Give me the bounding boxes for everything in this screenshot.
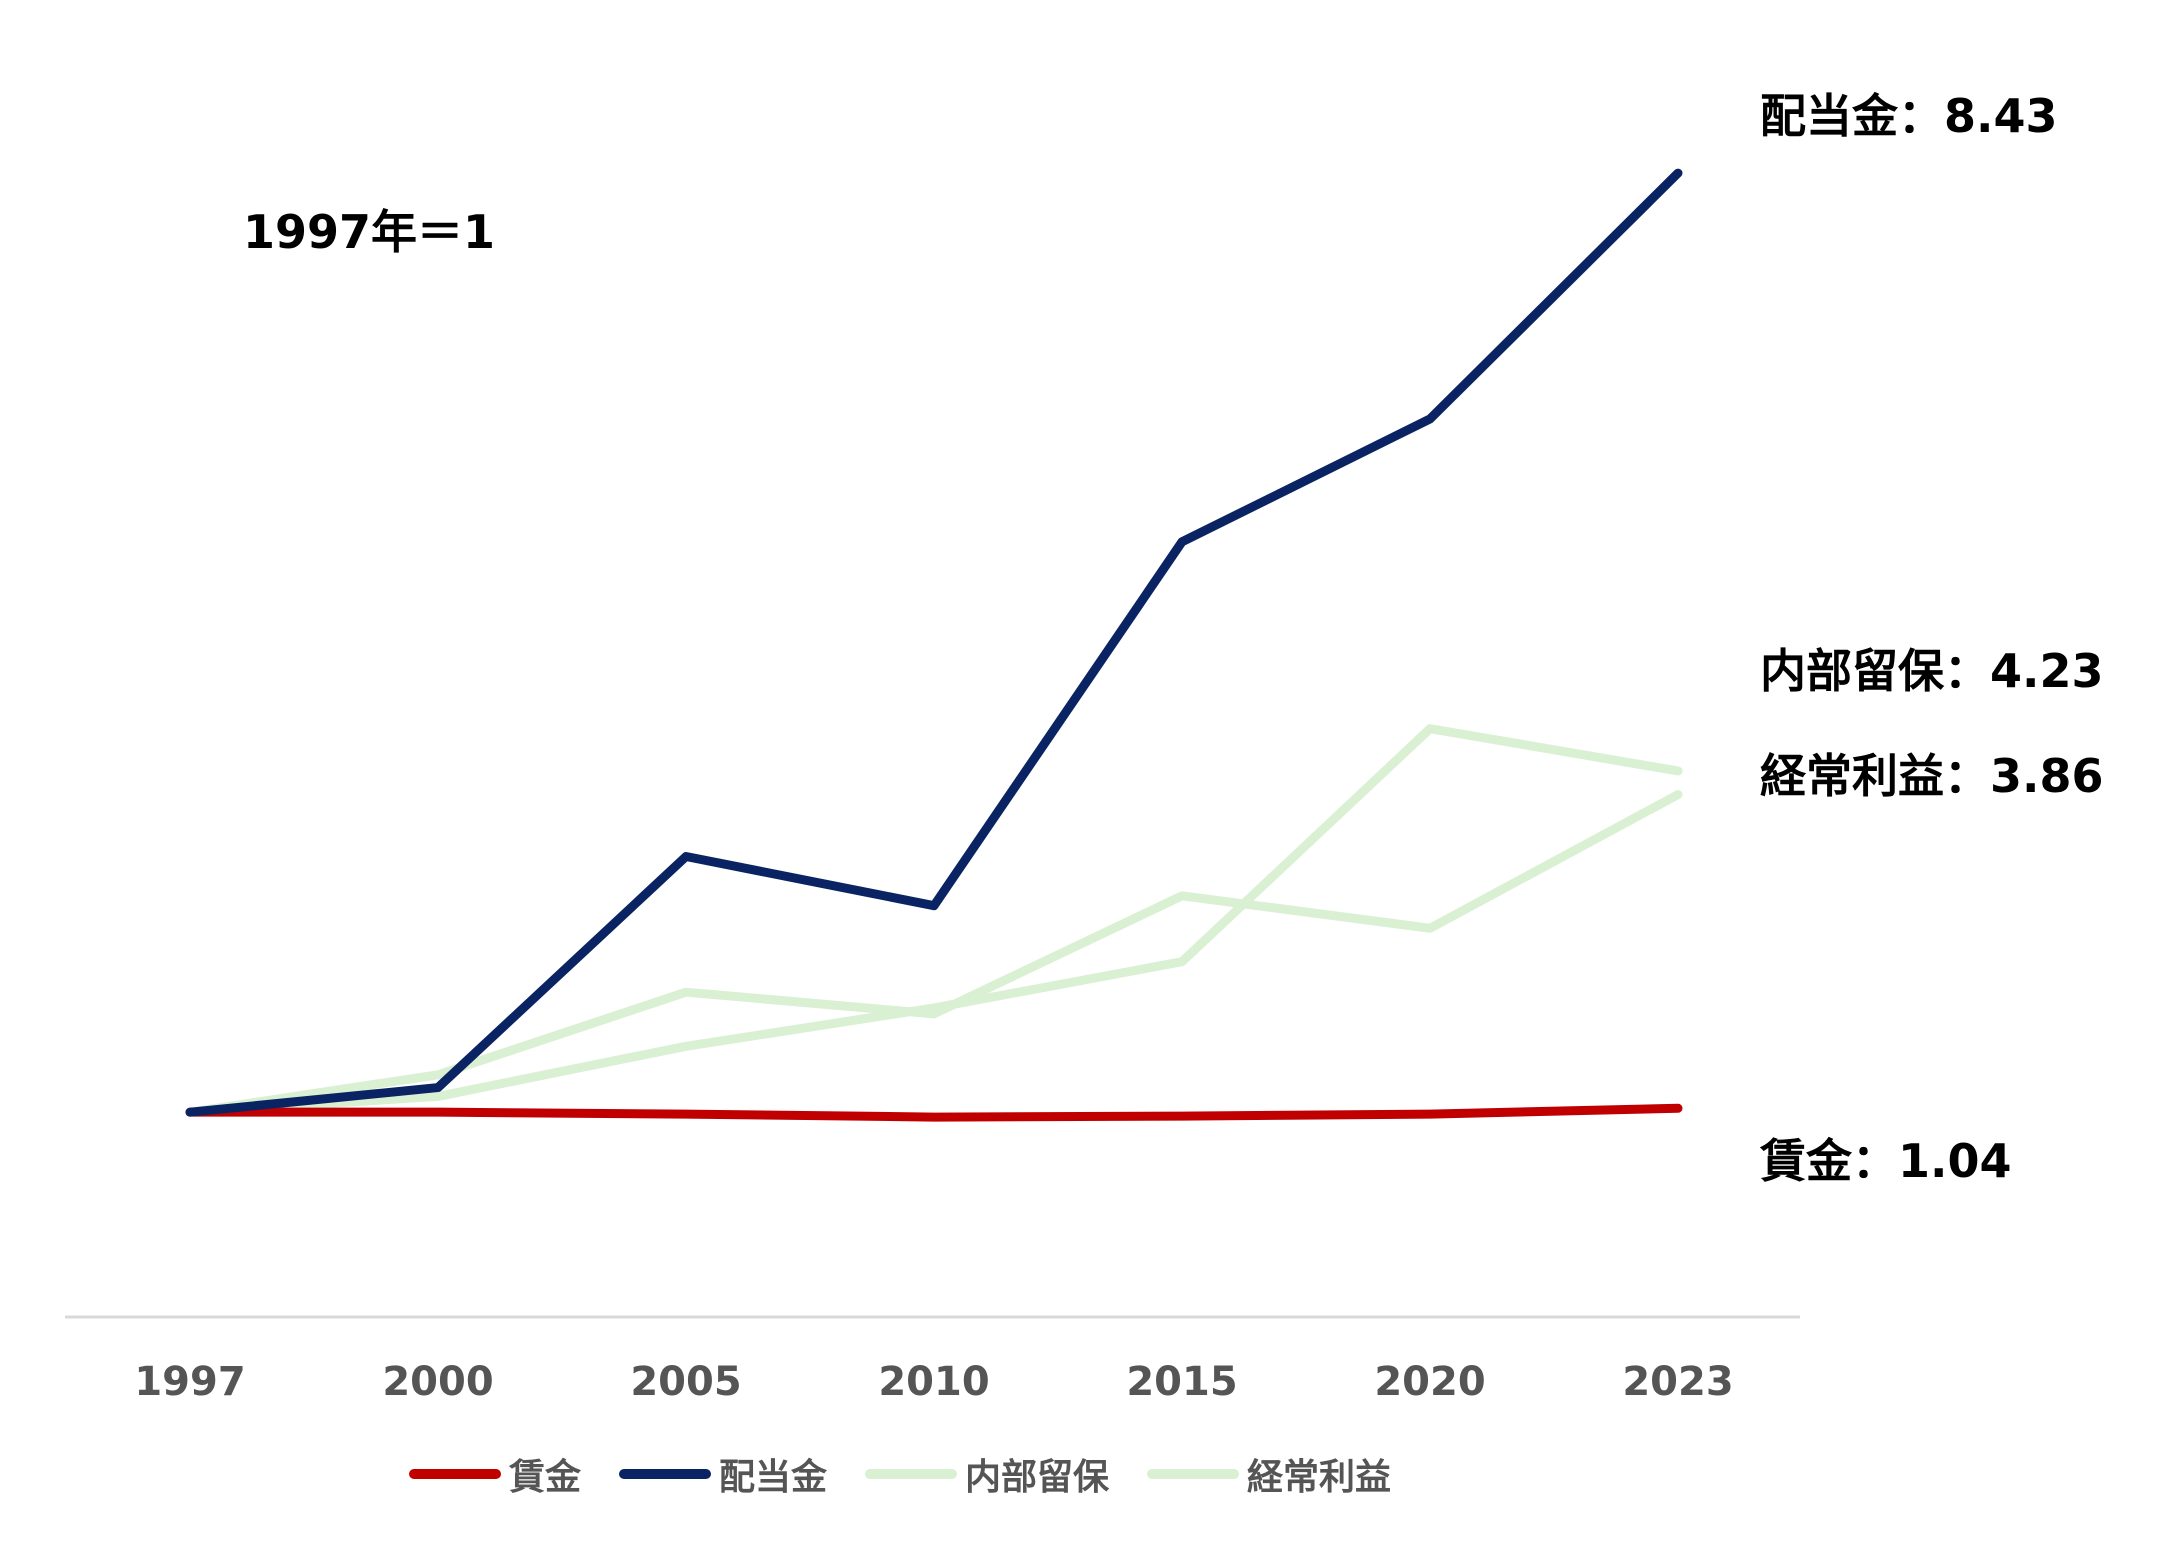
wage-end-label: 賃金：1.04 — [1760, 1134, 2012, 1188]
legend-label: 経常利益 — [1247, 1457, 1392, 1498]
legend-item: 内部留保 — [865, 1448, 1109, 1500]
legend-swatch — [865, 1469, 957, 1479]
series-line-2 — [185, 790, 1683, 1117]
x-tick-label: 2015 — [1126, 1359, 1237, 1405]
legend-label: 配当金 — [718, 1457, 827, 1498]
legend-item: 賃金 — [408, 1448, 581, 1500]
x-tick-label: 2020 — [1374, 1359, 1485, 1405]
legend-item: 配当金 — [618, 1448, 827, 1500]
legend-swatch — [1147, 1469, 1240, 1479]
x-tick-label: 2010 — [878, 1359, 989, 1405]
ordinary-profit-end-label: 経常利益：3.86 — [1760, 749, 2104, 803]
legend-label: 内部留保 — [965, 1457, 1110, 1498]
legend-label: 賃金 — [508, 1457, 581, 1498]
legend-swatch — [618, 1469, 711, 1479]
legend: 賃金 配当金 内部留保 経常利益 — [0, 1448, 1800, 1500]
x-tick-label: 2005 — [630, 1359, 741, 1405]
series-line-1 — [185, 168, 1683, 1117]
x-tick-label: 1997 — [134, 1359, 245, 1405]
legend-swatch — [408, 1469, 501, 1479]
legend-item: 経常利益 — [1147, 1448, 1391, 1500]
series-line-3 — [185, 724, 1683, 1117]
series-line-0 — [185, 1103, 1683, 1122]
dividend-end-label: 配当金：8.43 — [1760, 89, 2058, 143]
base-year-note: 1997年＝1 — [243, 205, 496, 259]
retained-earnings-end-label: 内部留保：4.23 — [1760, 644, 2104, 698]
x-tick-label: 2000 — [382, 1359, 493, 1405]
x-tick-label: 2023 — [1622, 1359, 1733, 1405]
